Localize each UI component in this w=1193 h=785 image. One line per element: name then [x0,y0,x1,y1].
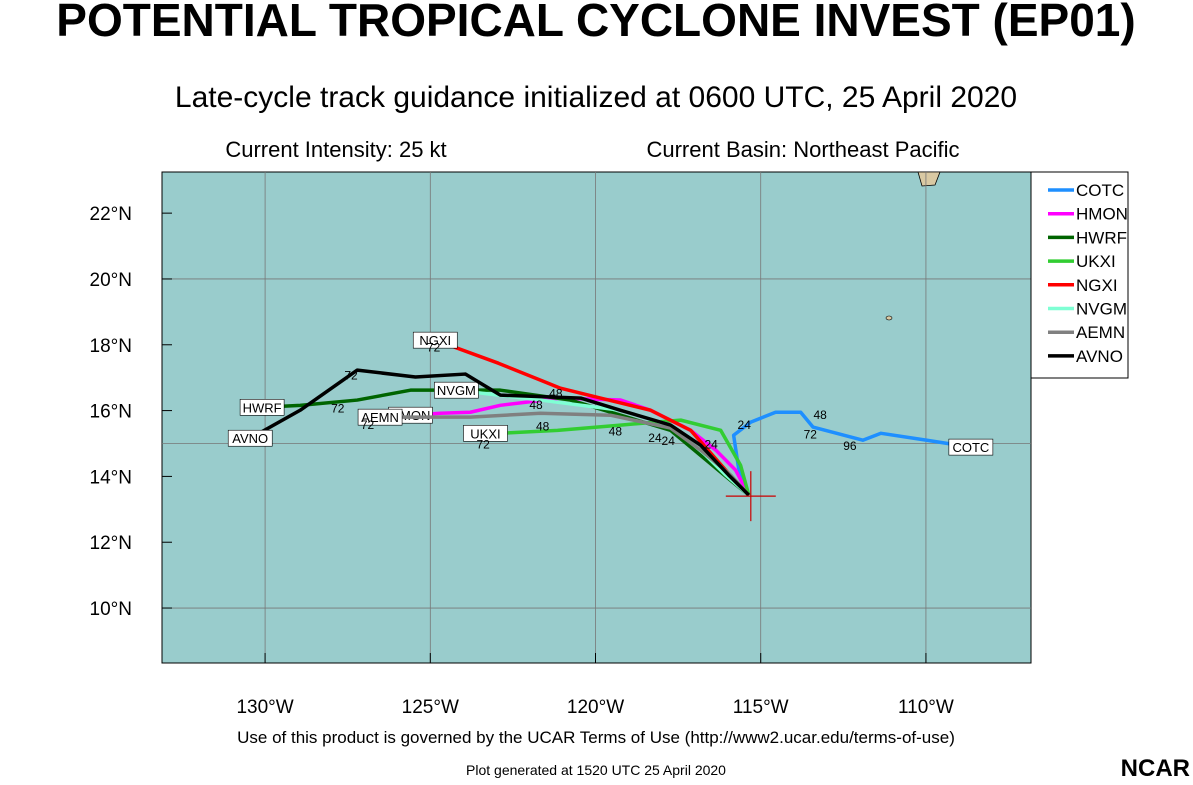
hour-label: 72 [804,428,818,442]
legend-box [1030,171,1129,379]
track-label-text: NVGM [437,383,476,398]
track-label-text: AVNO [232,431,268,446]
hour-label: 96 [843,439,857,453]
legend-label: AEMN [1076,323,1125,342]
track-label: AEMN [357,408,403,426]
logo: NCAR [1121,755,1190,780]
track [410,396,751,496]
x-tick-label: 130°W [236,697,293,718]
chart-subtitle: Late-cycle track guidance initialized at… [175,81,1017,114]
chart-title: POTENTIAL TROPICAL CYCLONE INVEST (EP01) [56,0,1135,46]
legend-label: AVNO [1076,347,1123,366]
track [731,410,972,496]
island [885,315,893,321]
track-label-box [463,424,508,442]
x-tick-label: 110°W [898,697,954,718]
track-label: HWRF [239,398,285,416]
track-label-text: HWRF [243,400,282,415]
land [917,171,941,187]
track-label: NGXI [412,331,458,349]
track-label-text: UKXI [470,426,500,441]
hour-label: 24 [704,437,718,451]
hour-label: 72 [331,401,345,415]
y-tick-label: 20°N [90,270,132,291]
track-label-box [357,408,403,426]
hour-label: 72 [476,437,490,451]
basin: Current Basin: Northeast Pacific [646,137,959,162]
track-label-text: AEMN [361,410,399,425]
hour-label: 48 [609,424,623,438]
generated: Plot generated at 1520 UTC 25 April 2020 [466,762,726,778]
hour-label: 24 [648,431,662,445]
track-label: AVNO [227,429,273,447]
x-tick-label: 115°W [733,697,789,718]
track-label-box [239,398,285,416]
y-tick-label: 12°N [90,533,132,554]
legend-label: UKXI [1076,252,1116,271]
legend-label: COTC [1076,181,1124,200]
track-label: NVGM [434,381,479,399]
track [262,388,750,497]
legend-label: HWRF [1076,228,1127,247]
map-area [161,171,1032,664]
hour-label: 48 [814,408,828,422]
track-label-text: COTC [952,440,989,455]
track-label: UKXI [463,424,508,442]
hour-label: 24 [662,434,676,448]
x-tick-label: 125°W [402,697,459,718]
hour-label: 72 [361,418,375,432]
track [249,368,751,497]
track-label-text: NGXI [419,333,451,348]
y-tick-label: 18°N [90,336,132,357]
y-tick-label: 10°N [90,599,132,620]
hour-label: 48 [529,398,543,412]
legend-label: NVGM [1076,300,1127,319]
intensity: Current Intensity: 25 kt [225,137,446,162]
hour-label: 48 [549,386,563,400]
y-tick-label: 22°N [90,204,132,225]
hour-label: 72 [344,368,358,382]
hour-label: 24 [738,418,752,432]
hour-label: 48 [536,419,550,433]
track-label-box [227,429,273,447]
track-label-box [434,381,479,399]
track-label-box [412,331,458,349]
hour-label: 72 [427,340,441,354]
y-tick-label: 16°N [90,402,132,423]
y-tick-label: 14°N [90,467,132,488]
legend-label: NGXI [1076,276,1118,295]
x-tick-label: 120°W [567,697,624,718]
track-label-box [948,438,994,456]
legend-label: HMON [1076,205,1128,224]
footer: Use of this product is governed by the U… [237,728,955,747]
track-label: COTC [948,438,994,456]
